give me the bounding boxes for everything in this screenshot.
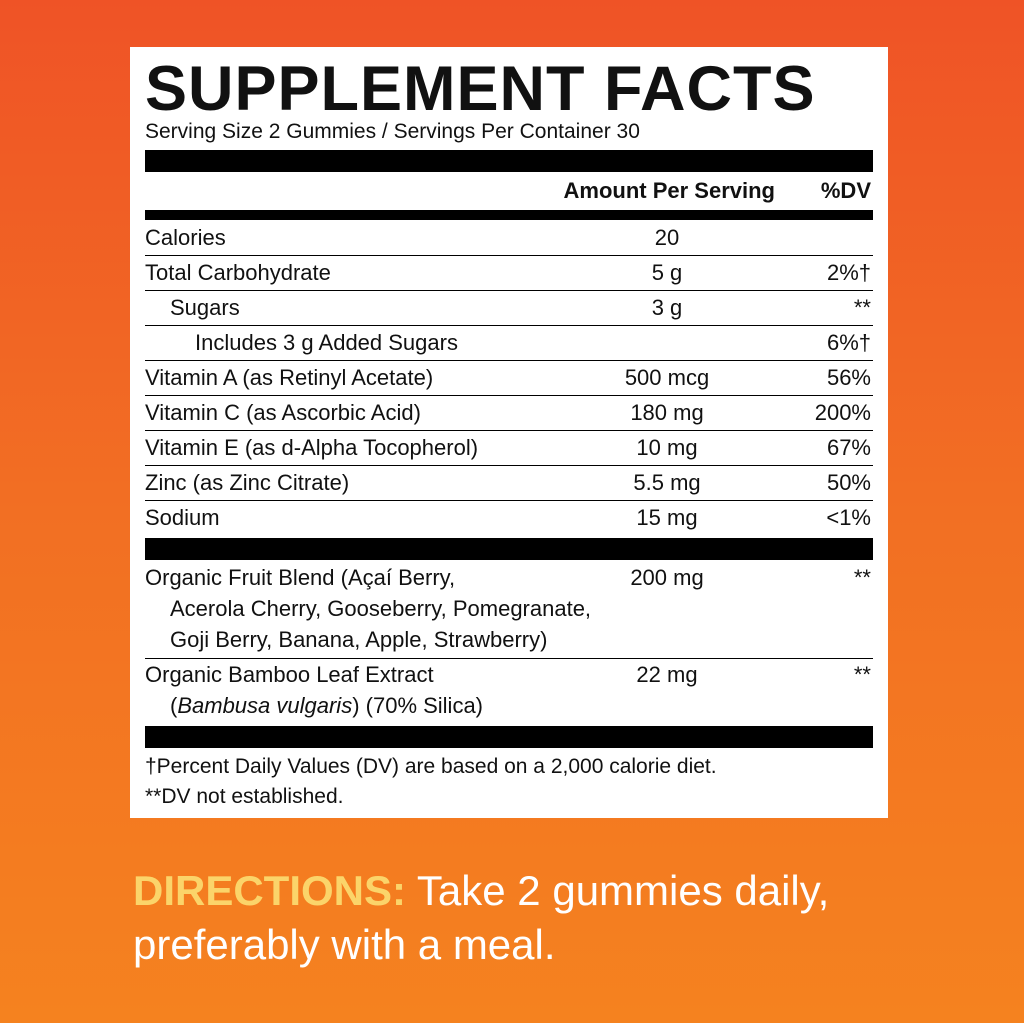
row-dv: 2%†: [826, 260, 871, 285]
blend-line: Organic Fruit Blend (Açaí Berry,: [145, 565, 456, 590]
row-name: Includes 3 g Added Sugars: [195, 330, 458, 355]
rule: [145, 500, 873, 501]
latin-part: ) (70% Silica): [352, 693, 484, 718]
row-dv: 56%: [826, 365, 871, 390]
row-dv: 6%†: [826, 330, 871, 355]
blend-line: (Bambusa vulgaris) (70% Silica): [170, 693, 483, 719]
bar: [145, 726, 873, 748]
title: SUPPLEMENT FACTS: [145, 54, 816, 124]
row-name: Vitamin A (as Retinyl Acetate): [145, 365, 434, 390]
row-dv: **: [853, 295, 871, 320]
directions: DIRECTIONS: Take 2 gummies daily, prefer…: [133, 864, 913, 972]
rule: [145, 360, 873, 361]
row-dv: <1%: [826, 505, 871, 530]
rule: [145, 255, 873, 256]
amount: 10 mg: [636, 435, 698, 460]
blend-dv: **: [853, 565, 871, 590]
row-name: Calories: [145, 225, 226, 250]
amount: 15 mg: [636, 505, 698, 530]
amount: 5.5 mg: [633, 470, 701, 495]
blend-dv: **: [853, 662, 871, 687]
amount: 500 mcg: [624, 365, 710, 390]
row-name: Total Carbohydrate: [145, 260, 331, 285]
amount: 5 g: [651, 260, 683, 285]
rule: [145, 430, 873, 431]
rule: [145, 465, 873, 466]
serving: Serving Size 2 Gummies / Servings Per Co…: [145, 120, 640, 143]
amount: 20: [654, 225, 680, 250]
row-name: Sodium: [145, 505, 220, 530]
blend-line: Acerola Cherry, Gooseberry, Pomegranate,: [170, 596, 592, 621]
rule: [145, 658, 873, 659]
amount: 3 g: [651, 295, 683, 320]
blend-line: Goji Berry, Banana, Apple, Strawberry): [170, 627, 548, 652]
header-amount: Amount Per Serving: [563, 178, 775, 203]
row-dv: 200%: [814, 400, 871, 425]
footnote: **DV not established.: [145, 785, 344, 808]
footnote: †Percent Daily Values (DV) are based on …: [145, 755, 717, 778]
rule: [145, 395, 873, 396]
amount: 200 mg: [630, 565, 704, 590]
blend-line: Organic Bamboo Leaf Extract: [145, 662, 434, 687]
directions-text: Take 2 gummies daily, preferably with a …: [133, 867, 830, 968]
facts-panel: SUPPLEMENT FACTS Serving Size 2 Gummies …: [130, 47, 888, 818]
rule: [145, 325, 873, 326]
amount: 22 mg: [636, 662, 698, 687]
bar: [145, 150, 873, 172]
row-name: Sugars: [170, 295, 240, 320]
row-dv: 50%: [826, 470, 871, 495]
header-dv: %DV: [820, 178, 871, 203]
row-name: Vitamin C (as Ascorbic Acid): [145, 400, 421, 425]
amount: 180 mg: [630, 400, 704, 425]
row-name: Vitamin E (as d-Alpha Tocopherol): [145, 435, 479, 460]
row-dv: 67%: [826, 435, 871, 460]
row-name: Zinc (as Zinc Citrate): [145, 470, 350, 495]
latin-part: Bambusa vulgaris: [177, 693, 353, 718]
directions-label: DIRECTIONS:: [133, 867, 406, 914]
bar: [145, 538, 873, 560]
latin-part: (: [170, 693, 178, 718]
bar: [145, 210, 873, 220]
rule: [145, 290, 873, 291]
